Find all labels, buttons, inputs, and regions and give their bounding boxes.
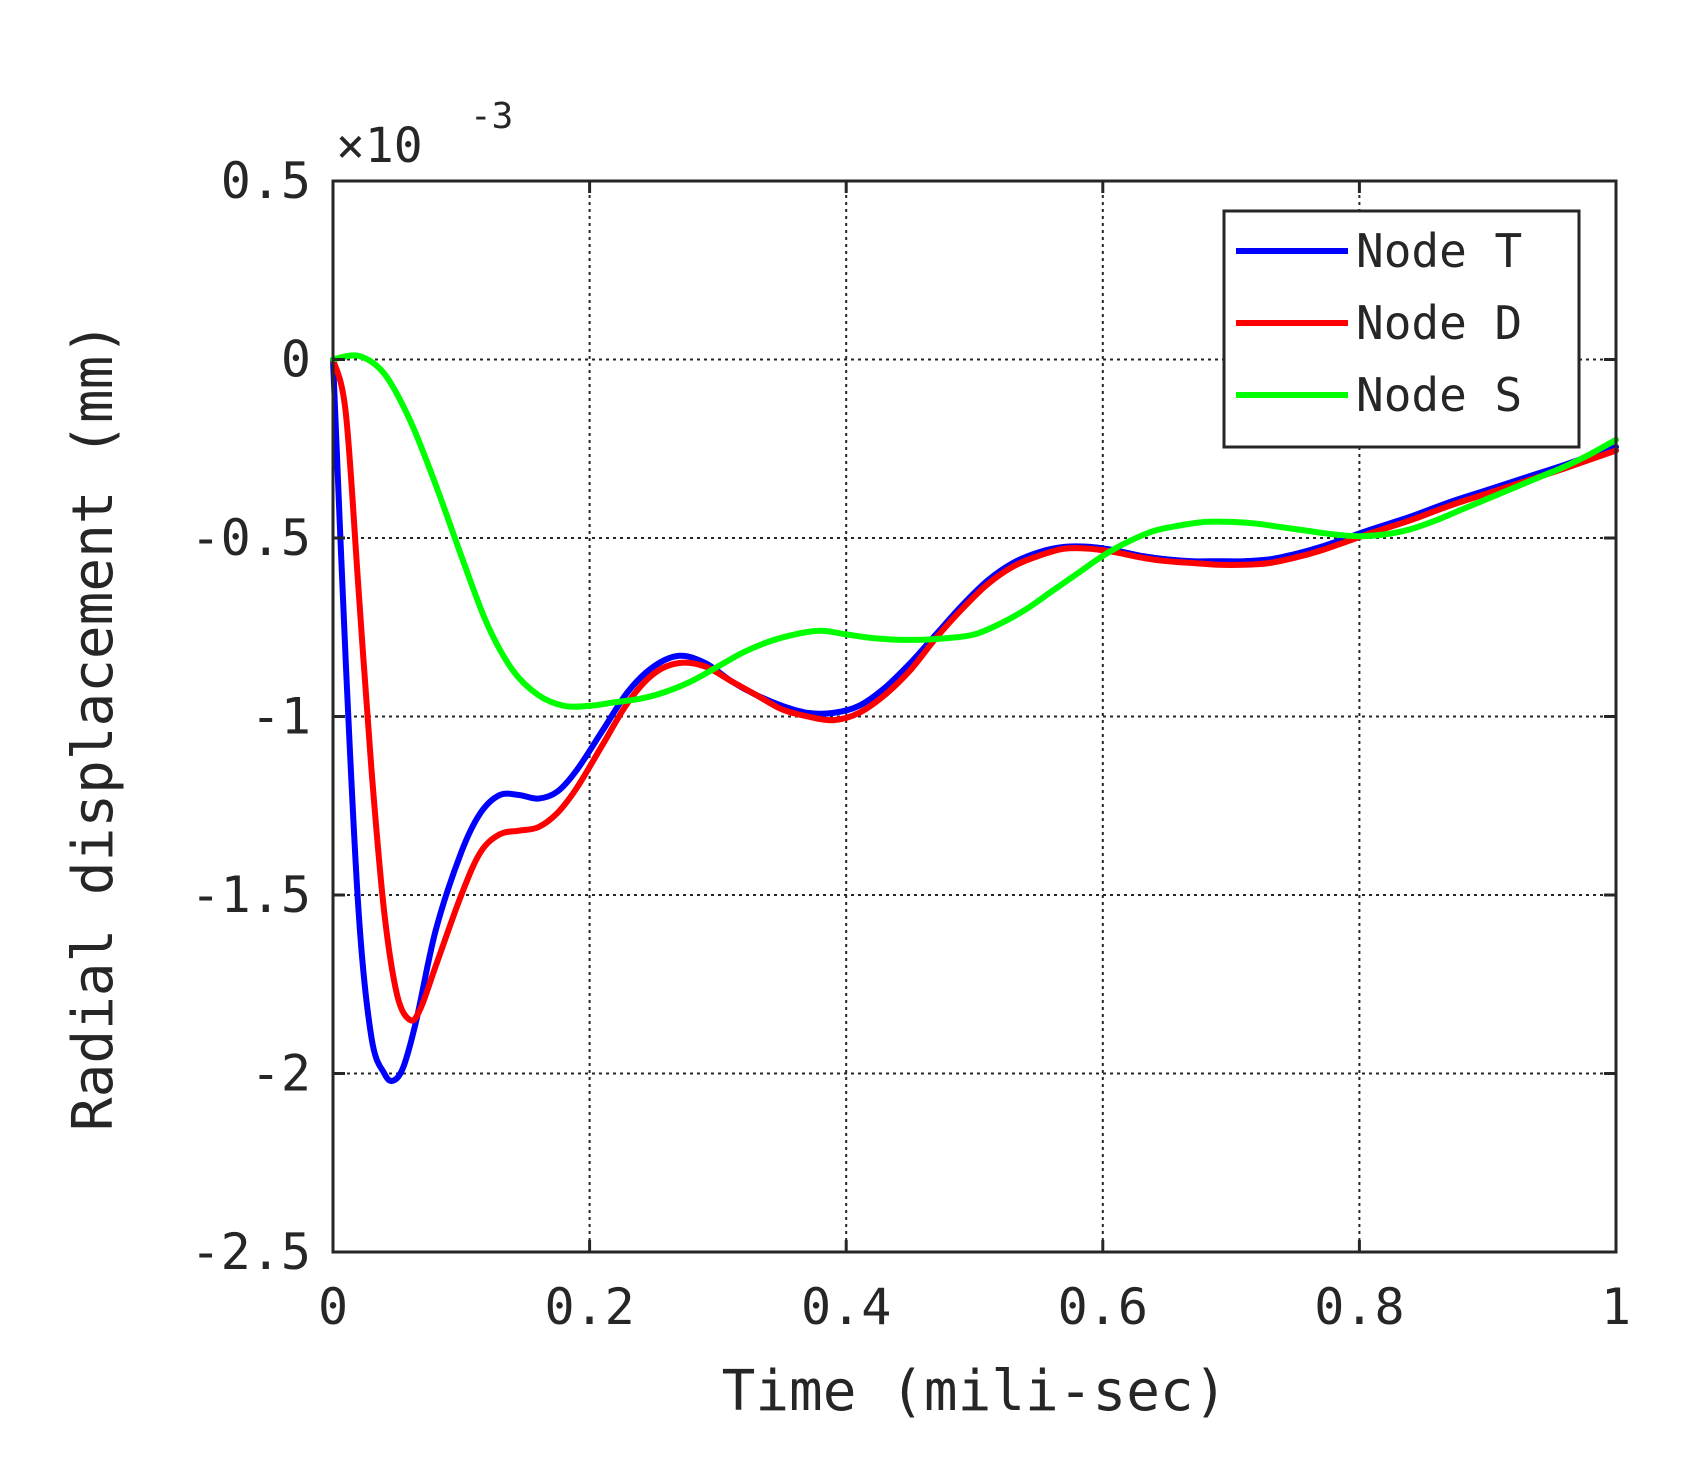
x-tick-label: 0.8 [1314, 1278, 1404, 1336]
legend-label: Node T [1356, 224, 1522, 278]
y-axis-title: Radial displacement (mm) [61, 322, 126, 1131]
y-axis-multiplier: ×10 [336, 118, 423, 174]
legend-label: Node D [1356, 296, 1522, 350]
legend-label: Node S [1356, 368, 1522, 422]
axis-ticks: 0 0.2 0.4 0.6 0.8 1 -2.5 -2 -1.5 -1 -0.5 0 0.5 [191, 152, 1631, 1336]
x-tick-label: 0.4 [801, 1278, 891, 1336]
series-line-node-s [330, 352, 1619, 710]
x-tick-label: 0.6 [1058, 1278, 1148, 1336]
y-tick-label: 0.5 [221, 152, 311, 210]
series-line-node-d [330, 356, 1619, 1024]
y-tick-label: -1 [251, 688, 311, 746]
x-axis-title: Time (mili-sec) [722, 1359, 1228, 1424]
y-tick-label: -2.5 [191, 1223, 311, 1281]
x-tick-label: 1 [1601, 1278, 1631, 1336]
series-lines [330, 352, 1619, 1084]
y-axis-multiplier-exponent: -3 [470, 96, 513, 137]
legend: Node T Node D Node S [1222, 209, 1581, 449]
y-tick-label: -2 [251, 1045, 311, 1103]
y-tick-label: -0.5 [191, 509, 311, 567]
x-tick-label: 0 [318, 1278, 348, 1336]
y-tick-label: 0 [281, 331, 311, 389]
y-tick-label: -1.5 [191, 866, 311, 924]
x-tick-label: 0.2 [544, 1278, 634, 1336]
